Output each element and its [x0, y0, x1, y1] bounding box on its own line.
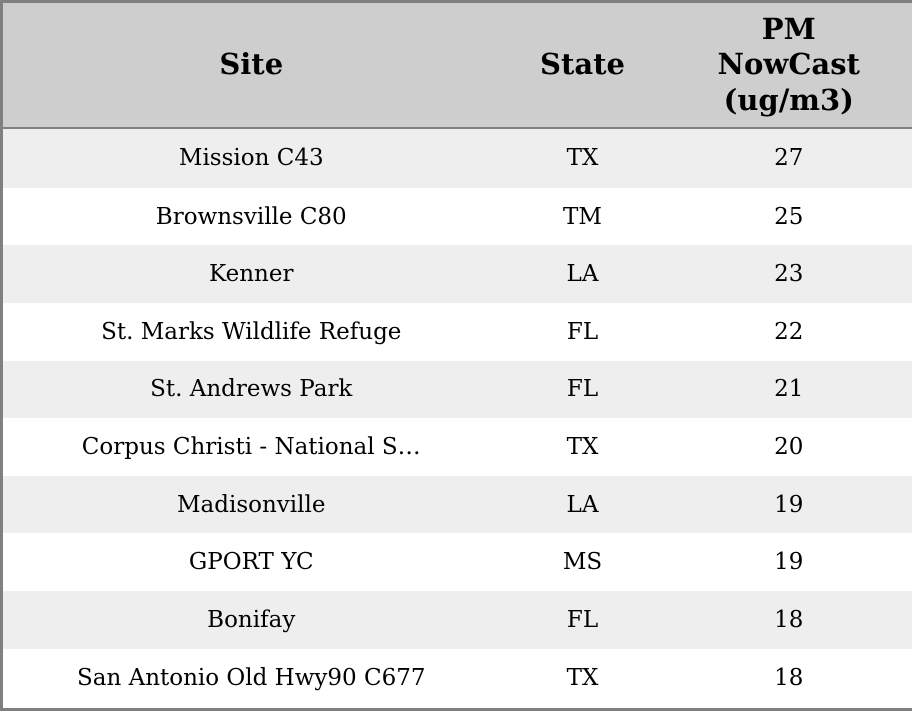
- state-cell: FL: [566, 376, 599, 403]
- col-header-pm: PM NowCast (ug/m3): [665, 1, 912, 129]
- pm-cell: 21: [774, 376, 804, 403]
- state-cell: TX: [566, 145, 599, 172]
- table-row: Brownsville C80 TM 25: [1, 187, 912, 246]
- site-cell: Kenner: [209, 261, 294, 288]
- pm-cell: 20: [774, 433, 804, 460]
- site-cell: GPORT YC: [188, 549, 314, 576]
- pm-cell: 19: [774, 549, 804, 576]
- col-header-state: State: [499, 1, 666, 129]
- state-cell: LA: [566, 261, 599, 288]
- table-row: San Antonio Old Hwy90 C677 TX 18: [1, 648, 912, 710]
- pm-cell: 25: [774, 203, 804, 230]
- table-row: Kenner LA 23: [1, 245, 912, 303]
- state-cell: TX: [566, 665, 599, 692]
- table-row: GPORT YC MS 19: [1, 533, 912, 591]
- site-cell: Bonifay: [207, 606, 296, 633]
- state-cell: MS: [562, 549, 603, 576]
- site-cell: Madisonville: [177, 491, 326, 518]
- site-cell: St. Andrews Park: [150, 376, 353, 403]
- table-row: St. Andrews Park FL 21: [1, 360, 912, 419]
- state-cell: FL: [566, 606, 599, 633]
- pm-cell: 19: [774, 491, 804, 518]
- table-row: Mission C43 TX 27: [1, 128, 912, 188]
- site-cell: San Antonio Old Hwy90 C677: [77, 665, 426, 692]
- state-cell: TX: [566, 433, 599, 460]
- pm-cell: 18: [774, 665, 804, 692]
- pm-cell: 23: [774, 261, 804, 288]
- site-cell: Corpus Christi - National S…: [81, 433, 421, 460]
- table-row: Bonifay FL 18: [1, 590, 912, 649]
- pm-cell: 27: [774, 145, 804, 172]
- table-row: Corpus Christi - National S… TX 20: [1, 418, 912, 476]
- pm-cell: 18: [774, 606, 804, 633]
- site-cell: St. Marks Wildlife Refuge: [101, 318, 402, 345]
- table-row: St. Marks Wildlife Refuge FL 22: [1, 302, 912, 361]
- site-cell: Mission C43: [178, 145, 324, 172]
- table-header: Site State PM NowCast (ug/m3): [1, 1, 912, 129]
- state-cell: FL: [566, 318, 599, 345]
- state-cell: LA: [566, 491, 599, 518]
- site-cell: Brownsville C80: [155, 203, 347, 230]
- table-body: Mission C43 TX 27 Brownsville C80 TM 25 …: [1, 128, 912, 710]
- col-header-site: Site: [1, 1, 500, 129]
- state-cell: TM: [563, 203, 602, 230]
- header-row: Site State PM NowCast (ug/m3): [1, 1, 912, 129]
- table-row: Madisonville LA 19: [1, 475, 912, 534]
- pm-cell: 22: [774, 318, 804, 345]
